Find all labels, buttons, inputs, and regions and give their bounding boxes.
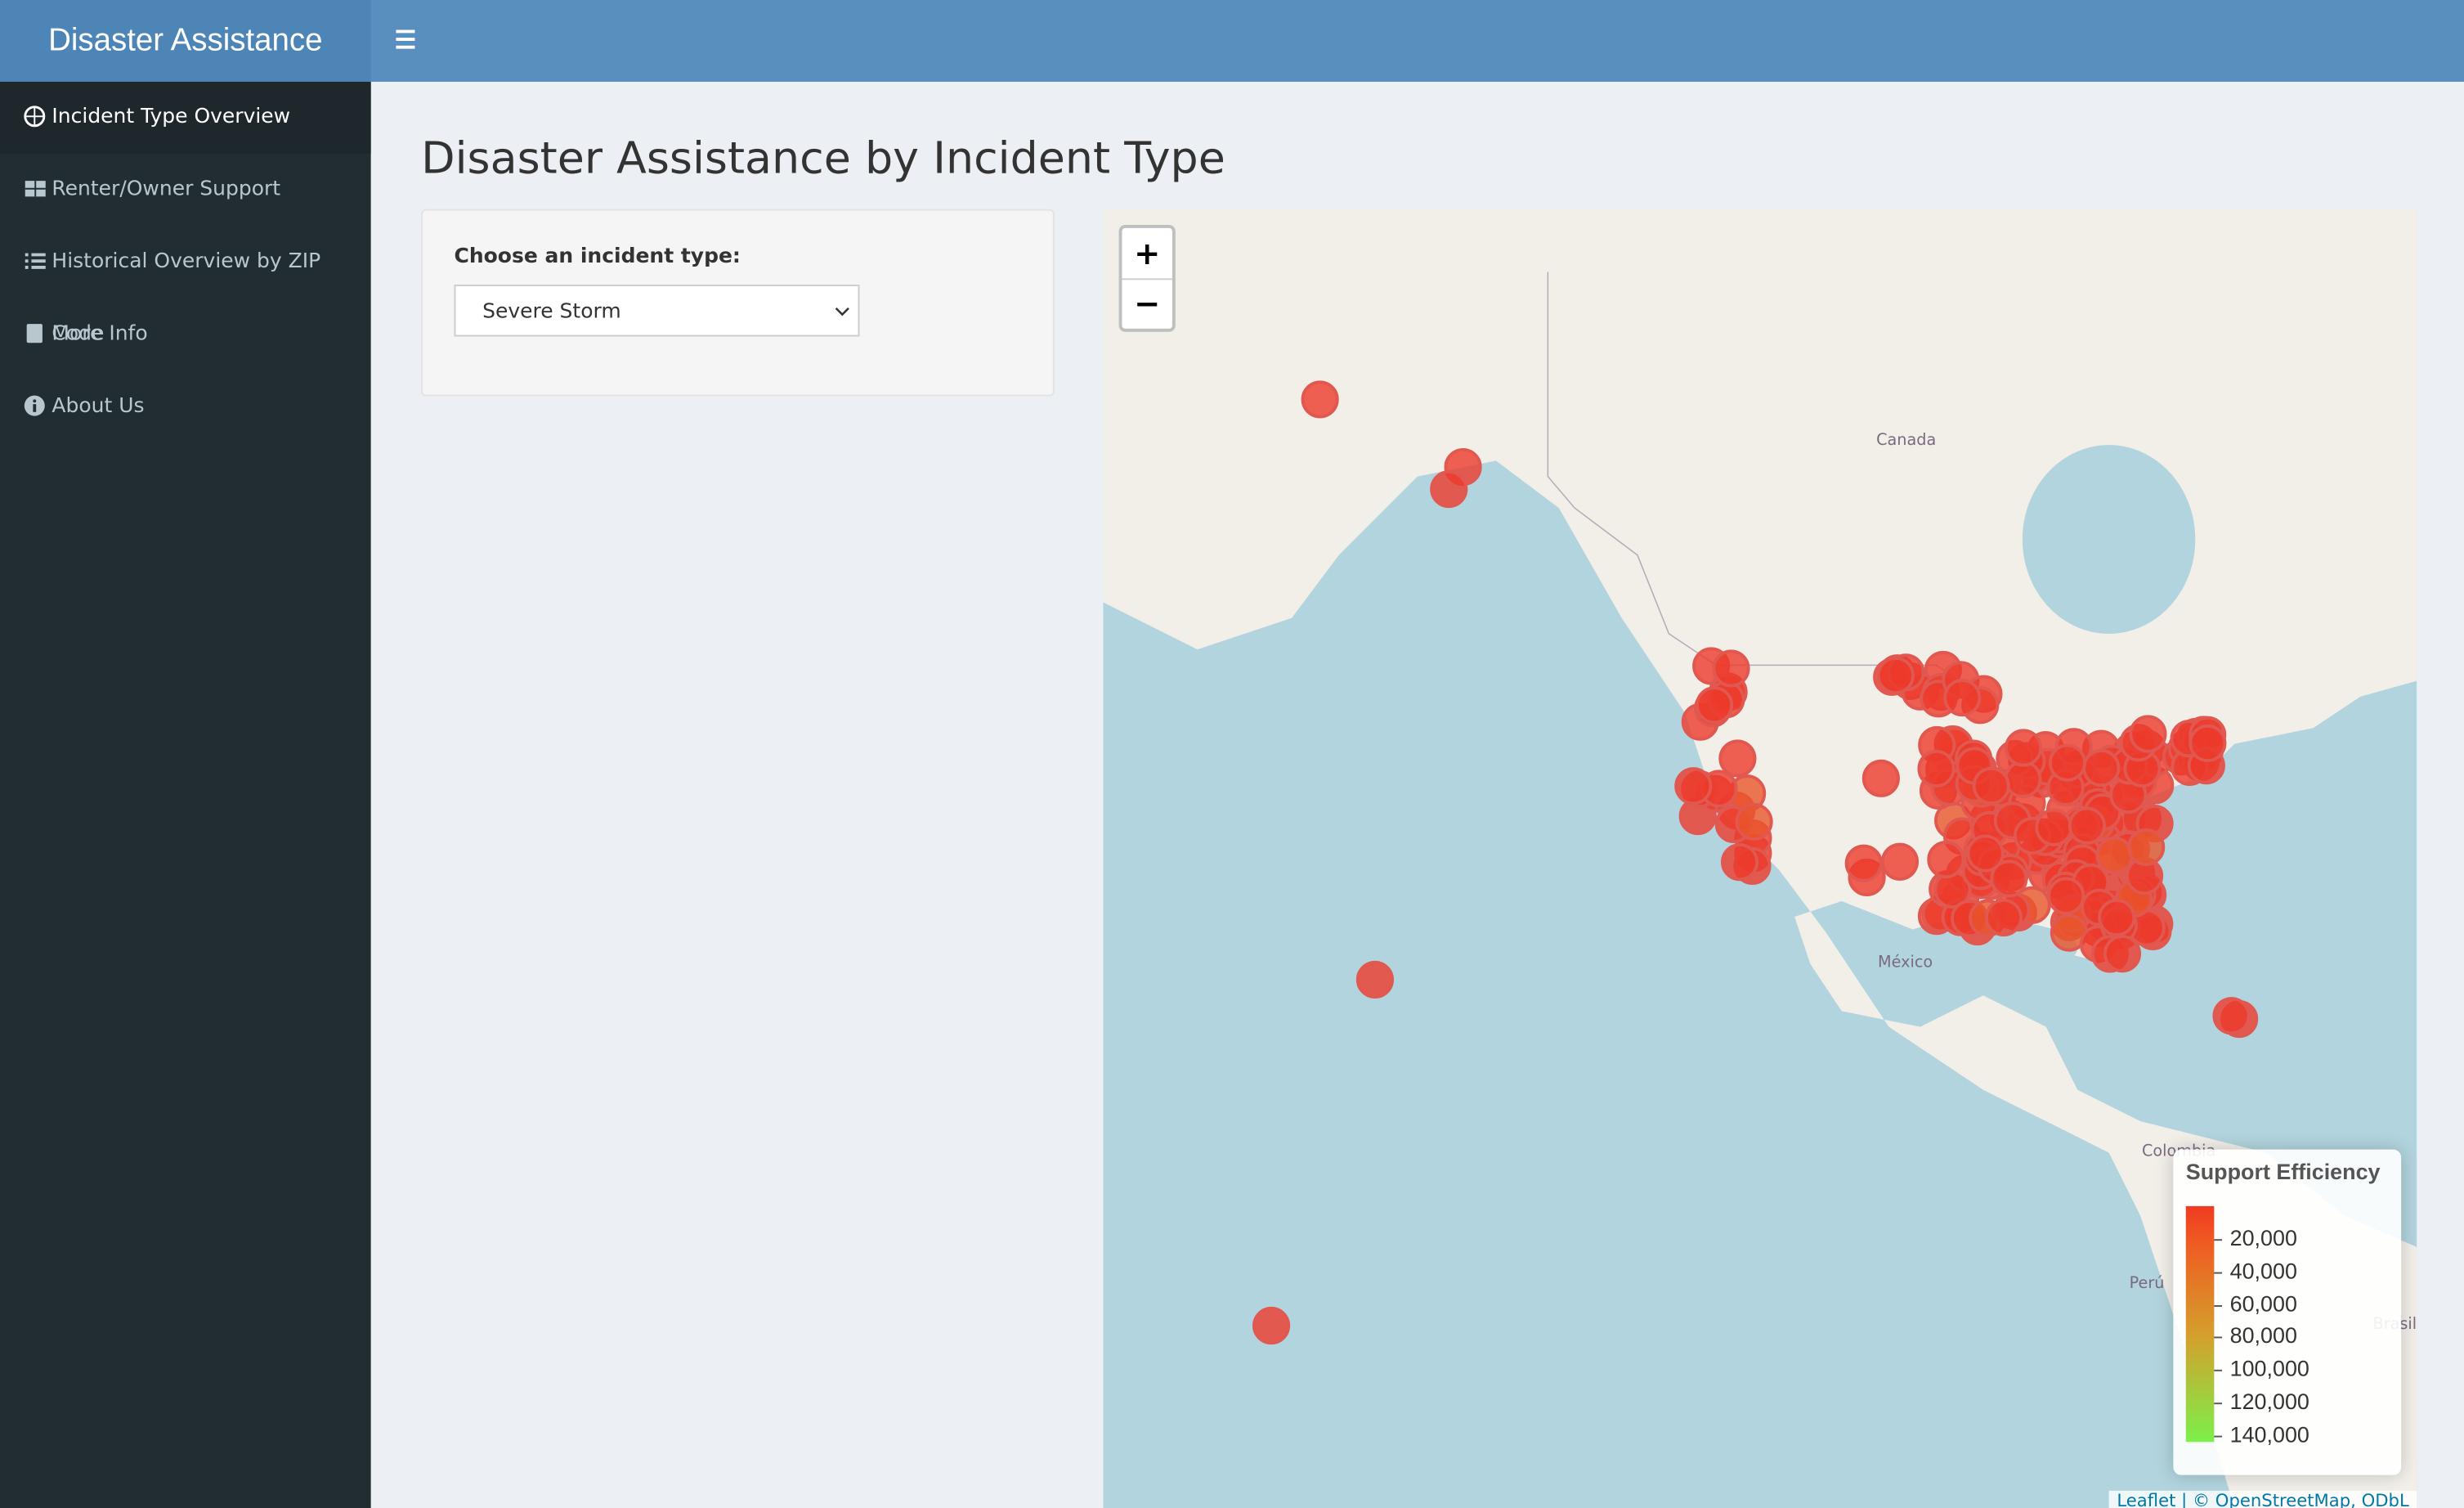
map-marker[interactable]	[1430, 469, 1468, 509]
map-marker[interactable]	[1674, 767, 1713, 806]
map-marker[interactable]	[1712, 649, 1750, 688]
nav-item[interactable]: More Info	[0, 298, 371, 370]
map-marker[interactable]	[2082, 749, 2121, 788]
map-marker[interactable]	[1720, 843, 1759, 882]
map-marker[interactable]	[1696, 686, 1734, 725]
legend-gradient	[2185, 1205, 2215, 1443]
map-marker[interactable]	[1718, 739, 1757, 778]
map-marker[interactable]	[2035, 808, 2073, 846]
nav-label: About Us	[52, 394, 145, 419]
map-marker[interactable]	[1252, 1306, 1291, 1345]
brand[interactable]: Disaster Assistance	[0, 0, 371, 82]
nav-item[interactable]: Incident Type Overview	[0, 81, 371, 155]
map-marker[interactable]	[1880, 842, 1920, 881]
selected-option: Severe Storm	[482, 300, 621, 325]
map-marker[interactable]	[1927, 840, 1965, 879]
filter-panel: Choose an incident type: Severe Storm	[421, 209, 1055, 397]
legend-tick	[2214, 1239, 2222, 1241]
nav-icon	[24, 395, 45, 416]
zoom-out[interactable]: −	[1134, 285, 1161, 323]
zoom-in[interactable]: +	[1122, 228, 1172, 281]
map-marker[interactable]	[1301, 380, 1339, 419]
nav-icon	[25, 253, 46, 269]
nav-item[interactable]: About Us	[0, 371, 371, 443]
legend-tick	[2214, 1435, 2222, 1438]
map-marker[interactable]	[1861, 759, 1900, 797]
map-marker[interactable]	[2188, 724, 2227, 762]
map[interactable]: + − CanadaMéxicoColombiaPerúBrasil Suppo…	[1103, 209, 2417, 1508]
legend-tick-label: 40,000	[2229, 1257, 2297, 1283]
nav-icon	[26, 324, 43, 343]
map-marker[interactable]	[2047, 877, 2085, 915]
legend-tick	[2214, 1304, 2222, 1307]
map-marker[interactable]	[1943, 679, 1982, 717]
map-marker[interactable]	[1990, 859, 2028, 898]
legend-tick-label: 60,000	[2229, 1290, 2297, 1316]
map-marker[interactable]	[1984, 898, 2023, 937]
map-marker[interactable]	[1844, 844, 1883, 882]
legend-title: Support Efficiency	[2185, 1159, 2381, 1184]
place-label: México	[1878, 954, 1933, 972]
map-marker[interactable]	[1876, 656, 1915, 695]
map-marker[interactable]	[2095, 836, 2134, 875]
menu-toggle[interactable]	[393, 25, 419, 54]
nav-label: Incident Type Overview	[52, 105, 291, 129]
incident-select[interactable]: Severe Storm	[454, 285, 860, 337]
legend-tick	[2214, 1403, 2222, 1405]
legend-tick	[2214, 1337, 2222, 1340]
legend-tick-label: 140,000	[2229, 1420, 2309, 1447]
nav-item[interactable]: Renter/Owner Support	[0, 154, 371, 226]
map-marker[interactable]	[2004, 760, 2042, 798]
select-label: Choose an incident type:	[454, 245, 741, 269]
attribution[interactable]: Leaflet | © OpenStreetMap, ODbL	[2108, 1490, 2417, 1508]
nav-label: More Info	[52, 322, 148, 347]
legend-tick	[2214, 1370, 2222, 1372]
map-marker[interactable]	[2048, 743, 2087, 782]
nav-item[interactable]: Historical Overview by ZIP Code	[0, 227, 371, 346]
map-marker[interactable]	[2127, 828, 2166, 867]
legend-tick-label: 20,000	[2229, 1224, 2297, 1250]
legend-tick-label: 80,000	[2229, 1322, 2297, 1349]
map-marker[interactable]	[2129, 715, 2167, 753]
nav-label: Historical Overview by ZIP Code	[52, 249, 321, 347]
map-marker[interactable]	[2098, 898, 2136, 937]
map-marker[interactable]	[2103, 935, 2142, 973]
legend-tick-label: 120,000	[2229, 1388, 2309, 1414]
map-marker[interactable]	[2212, 997, 2251, 1035]
map-marker[interactable]	[1355, 960, 1394, 999]
header: Disaster Assistance	[0, 0, 2464, 82]
nav-label: Renter/Owner Support	[52, 177, 281, 202]
zoom-control: + −	[1118, 224, 1176, 332]
map-marker[interactable]	[1966, 834, 2005, 873]
map-marker[interactable]	[1735, 802, 1773, 841]
map-marker[interactable]	[2004, 729, 2043, 767]
dropdown-arrow	[835, 307, 849, 316]
page-title: Disaster Assistance by Incident Type	[421, 132, 1225, 184]
nav-icon	[25, 181, 46, 197]
legend: Support Efficiency 20,000 40,000 60,000 80,…	[2173, 1149, 2402, 1475]
legend-tick	[2214, 1272, 2222, 1274]
nav-icon	[24, 105, 46, 128]
place-label: Canada	[1876, 432, 1937, 450]
legend-tick-label: 100,000	[2229, 1355, 2309, 1381]
map-marker[interactable]	[2068, 806, 2106, 845]
map-marker[interactable]	[1972, 766, 2010, 806]
place-label: Perú	[2129, 1275, 2165, 1293]
sidebar: Incident Type Overview Renter/Owner Suppo…	[0, 81, 371, 1508]
map-marker[interactable]	[1917, 749, 1956, 788]
hudson-bay	[2022, 445, 2196, 634]
